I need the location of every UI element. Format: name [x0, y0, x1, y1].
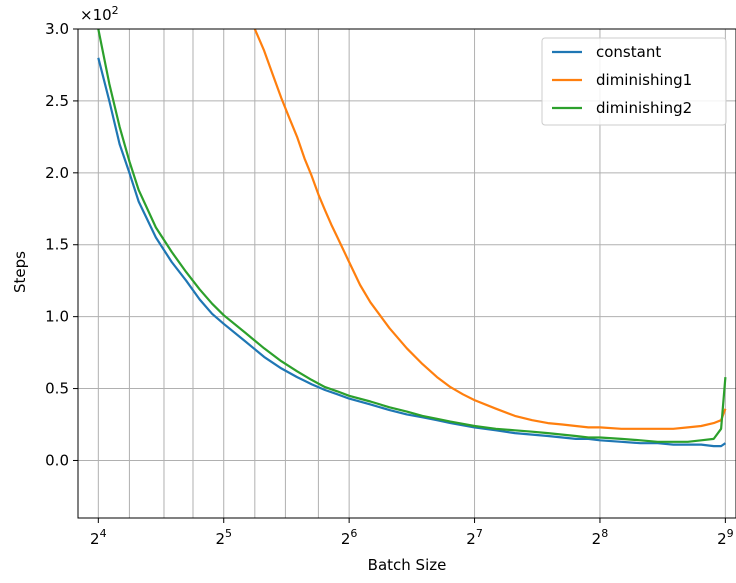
y-tick-label: 1.0 [45, 308, 69, 326]
x-tick-label: 27 [466, 527, 483, 548]
x-tick-label: 26 [341, 527, 358, 548]
y-tick-label: 1.5 [45, 236, 69, 254]
x-tick-label: 29 [717, 527, 734, 548]
series-layer [97, 29, 727, 448]
x-axis-title: Batch Size [368, 556, 447, 574]
y-axis-multiplier-base: ×10 [80, 6, 112, 24]
legend: constant diminishing1 diminishing2 [541, 37, 727, 126]
y-axis-multiplier-exponent: 2 [112, 4, 119, 17]
y-axis-multiplier: ×102 [80, 4, 119, 24]
legend-label-diminishing1: diminishing1 [596, 71, 692, 89]
x-tick-label: 24 [90, 527, 107, 548]
tick-layer: 0.0 0.5 1.0 1.5 2.0 2.5 3.0 24 25 26 27 28 29 [45, 20, 733, 548]
y-tick-label: 2.0 [45, 164, 69, 182]
y-axis-title: Steps [11, 251, 29, 293]
series-line-diminishing1 [253, 29, 727, 430]
legend-label-constant: constant [596, 43, 661, 61]
legend-label-diminishing2: diminishing2 [596, 99, 692, 117]
y-tick-label: 0.5 [45, 380, 69, 398]
y-tick-label: 2.5 [45, 92, 69, 110]
y-tick-label: 0.0 [45, 451, 69, 469]
plot-frame [77, 28, 736, 519]
x-tick-label: 28 [592, 527, 609, 548]
series-line-constant [97, 57, 727, 448]
legend-box [541, 37, 727, 126]
y-tick-label: 3.0 [45, 20, 69, 38]
series-line-diminishing2 [97, 29, 727, 443]
x-tick-label: 25 [215, 527, 232, 548]
